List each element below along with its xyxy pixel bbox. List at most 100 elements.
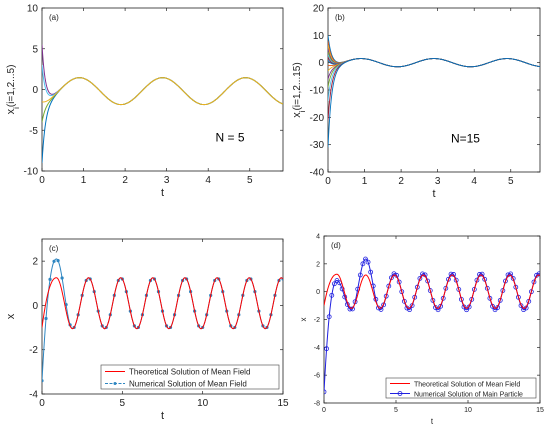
y-tick-label: 0	[316, 289, 320, 296]
numerical-marker	[350, 306, 355, 312]
numerical-marker	[44, 316, 48, 321]
numerical-marker	[368, 269, 374, 275]
numerical-marker	[324, 389, 327, 395]
numerical-marker	[52, 259, 56, 263]
plot-frame	[41, 238, 284, 395]
numerical-marker	[363, 256, 368, 262]
legend-marker	[113, 382, 117, 385]
numerical-marker	[427, 288, 433, 293]
x-axis-label: t	[432, 188, 435, 200]
y-tick-label: -10	[310, 86, 325, 97]
legend-entry-1: Theoretical Solution of Mean Field	[129, 368, 250, 377]
numerical-marker	[360, 261, 366, 267]
chart-panel-1: 0 1 2 3 4 5 -40 -30 -20 -10 0 10 20 t xi(i=1,2...15) (b…	[291, 4, 541, 200]
numerical-marker	[464, 307, 469, 313]
x-tick-label: 5	[508, 176, 514, 187]
x-tick-label: 0	[322, 407, 326, 414]
theoretical-line	[42, 277, 283, 330]
numerical-marker	[500, 288, 506, 293]
particle-line-2	[328, 40, 540, 68]
particle-line-13	[328, 58, 540, 101]
x-axis-label: t	[161, 410, 164, 422]
y-tick-label: 0	[32, 85, 38, 96]
numerical-marker	[399, 289, 405, 295]
chart-panel-3: 0 5 10 15 -8 -6 -4 -2 0 2 4 t x (d) Theoretical Soluti…	[299, 234, 544, 427]
numerical-marker	[331, 281, 337, 287]
chart-panel-0: 0 1 2 3 4 5 -10 -5 0 5 10 t xi(i=1,2...5) (a) N = 5	[5, 4, 284, 199]
particle-line-3	[42, 77, 283, 163]
y-tick-label: 4	[316, 234, 320, 241]
y-tick-label: 10	[27, 4, 39, 15]
panel-tag: (d)	[331, 241, 341, 250]
particle-line-6	[328, 54, 540, 68]
x-tick-label: 2	[122, 175, 128, 186]
panel-tag: (c)	[49, 244, 59, 253]
legend-box	[100, 364, 280, 390]
y-tick-label: 5	[32, 44, 38, 55]
x-tick-label: 0	[39, 398, 45, 409]
x-tick-label: 0	[325, 176, 331, 187]
chart-panel-2: 0 5 10 15 -4 -2 0 2 t x (c) Theoretical Solution of…	[5, 238, 289, 422]
x-tick-label: 2	[398, 176, 404, 187]
y-tick-label: -4	[314, 345, 320, 352]
y-tick-label: -10	[24, 167, 39, 178]
legend-marker	[397, 391, 403, 396]
plot-area	[328, 35, 540, 148]
numerical-marker	[324, 346, 329, 352]
legend-entry-1: Theoretical Solution of Mean Field	[414, 382, 520, 389]
y-tick-label: -4	[29, 390, 38, 401]
y-axis-label: xi(i=1,2...15)	[291, 62, 307, 117]
x-tick-label: 5	[120, 398, 126, 409]
particle-line-2	[42, 65, 283, 106]
numerical-marker	[435, 307, 441, 313]
y-tick-label: 2	[316, 261, 320, 268]
legend-entry-2: Numerical Solution of Mean Field	[129, 380, 247, 389]
numerical-marker	[339, 286, 345, 292]
y-tick-label: 0	[318, 58, 324, 69]
x-tick-label: 0	[39, 175, 45, 186]
particle-line-14	[328, 58, 540, 121]
x-axis-label: t	[161, 187, 164, 199]
x-tick-label: 10	[197, 398, 209, 409]
x-tick-label: 4	[205, 175, 211, 186]
x-axis-label: t	[431, 417, 434, 426]
particle-line-8	[328, 58, 540, 68]
y-tick-label: 20	[313, 4, 325, 15]
particle-line-12	[328, 58, 540, 88]
particle-line-4	[328, 48, 540, 68]
y-tick-label: -6	[314, 373, 320, 380]
legend: Theoretical Solution of Mean Field Numeri…	[100, 364, 280, 390]
legend-entry-2: Numerical Solution of Main Particle	[414, 392, 523, 399]
y-tick-label: -2	[29, 345, 38, 356]
particle-line-9	[328, 58, 540, 68]
y-axis-label: x	[299, 318, 308, 322]
annotation-label: N=15	[451, 131, 480, 145]
x-tick-label: 15	[277, 398, 289, 409]
y-tick-label: -20	[310, 113, 325, 124]
y-tick-label: -5	[29, 126, 38, 137]
y-tick-label: -30	[310, 140, 325, 151]
numerical-marker	[48, 277, 52, 281]
particle-line-1	[42, 44, 283, 106]
particle-line-3	[328, 44, 540, 68]
y-tick-label: -8	[314, 401, 320, 408]
panel-tag: (a)	[49, 13, 59, 22]
y-tick-label: -2	[314, 317, 320, 324]
x-tick-label: 3	[435, 176, 441, 187]
x-tick-label: 10	[464, 407, 472, 414]
legend-box	[385, 377, 537, 399]
y-tick-label: -40	[310, 168, 325, 179]
numerical-line	[42, 258, 283, 381]
y-tick-label: 2	[32, 257, 38, 268]
numerical-marker	[407, 307, 412, 313]
plot-frame	[327, 7, 541, 173]
x-tick-label: 5	[394, 407, 398, 414]
x-tick-label: 5	[247, 175, 253, 186]
numerical-marker	[365, 259, 371, 265]
x-tick-label: 3	[164, 175, 170, 186]
particle-line-5	[42, 77, 283, 106]
numerical-marker	[329, 292, 335, 298]
plot-area	[324, 256, 540, 395]
y-tick-label: 10	[313, 31, 325, 42]
plot-area	[42, 258, 283, 383]
